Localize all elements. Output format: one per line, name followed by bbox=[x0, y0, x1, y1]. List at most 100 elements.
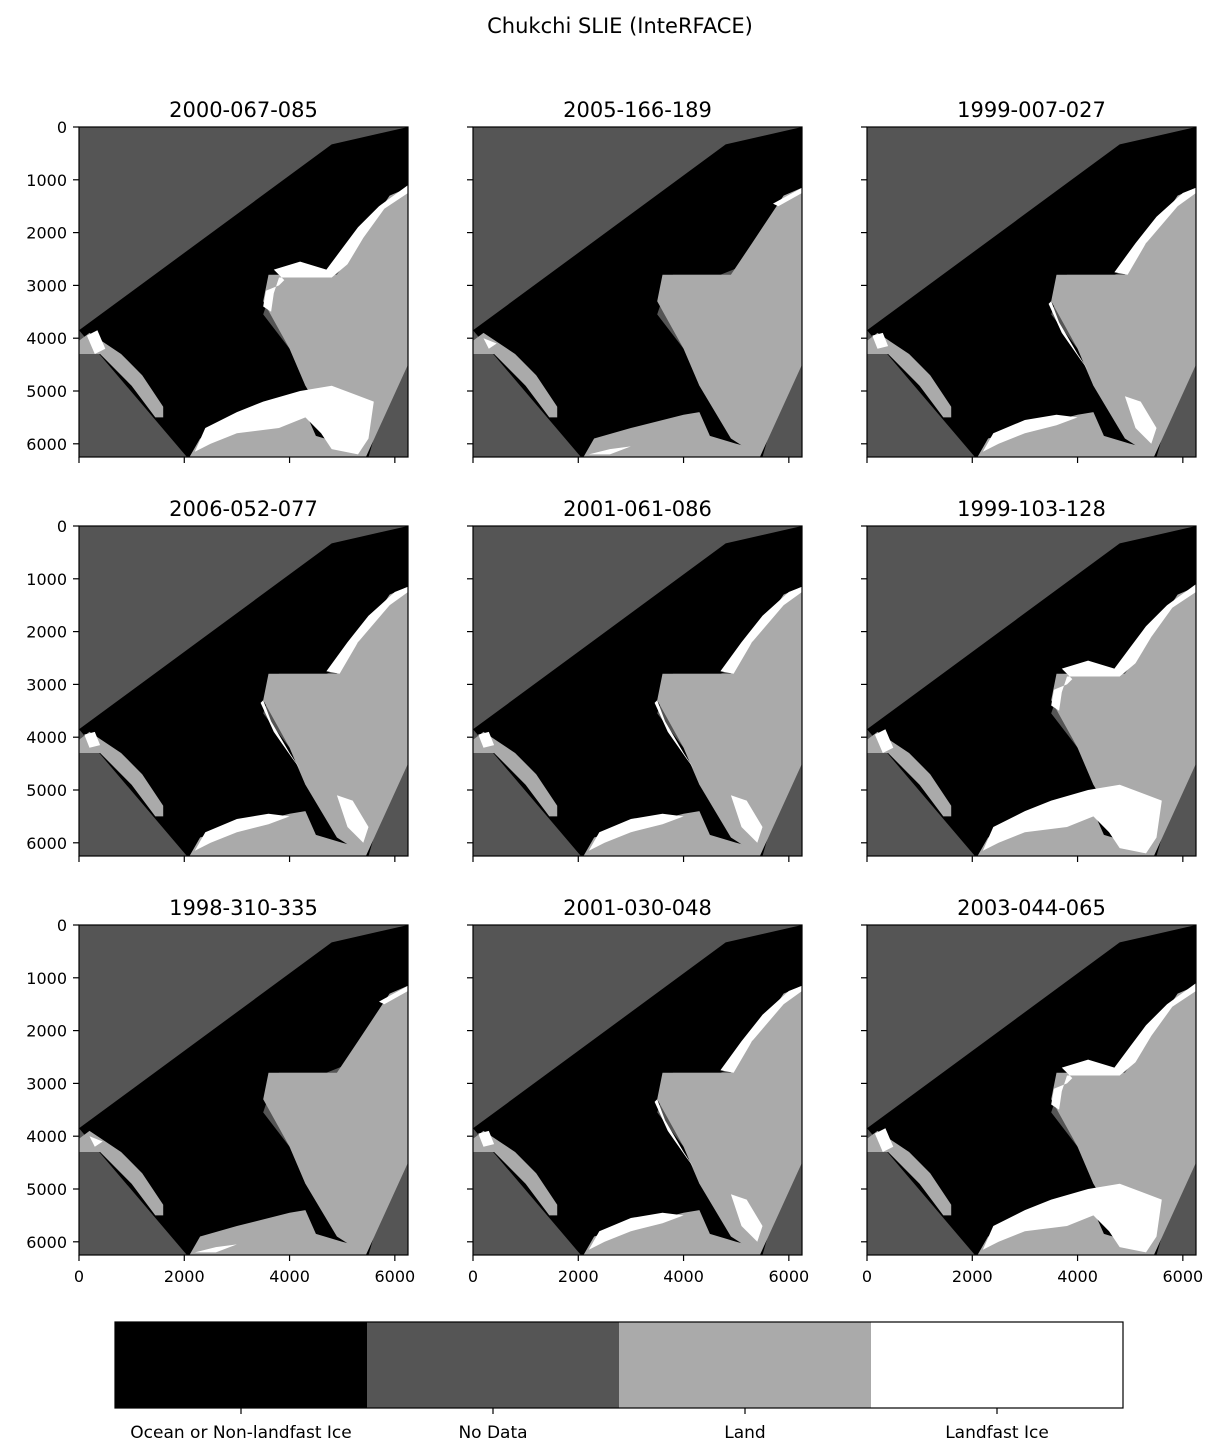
land-region bbox=[189, 811, 366, 856]
x-tick-label: 6000 bbox=[1162, 1267, 1203, 1286]
landfast-ice-region bbox=[1051, 983, 1196, 1110]
y-tick-label: 1000 bbox=[26, 171, 67, 190]
land-region bbox=[867, 731, 952, 817]
x-tick-label: 2000 bbox=[558, 1267, 599, 1286]
colorbar-label: Landfast Ice bbox=[945, 1423, 1049, 1443]
landfast-ice-region bbox=[326, 586, 408, 674]
map-raster bbox=[473, 526, 802, 856]
x-tick-label: 0 bbox=[862, 1267, 872, 1286]
colorbar-swatch bbox=[871, 1322, 1123, 1408]
x-tick-label: 4000 bbox=[1057, 1267, 1098, 1286]
ocean-region bbox=[79, 127, 408, 457]
landfast-ice-region bbox=[588, 813, 684, 851]
landfast-ice-region bbox=[1051, 584, 1196, 711]
ocean-region bbox=[867, 925, 1196, 1255]
colorbar-frame bbox=[114, 1321, 1124, 1409]
map-panel: 2006-052-077 0 1000 2000 3000 4000 5000 6000 bbox=[26, 497, 409, 862]
land-region bbox=[189, 1210, 366, 1255]
map-raster bbox=[473, 127, 802, 457]
axes-frame bbox=[866, 924, 1197, 1256]
figure-title: Chukchi SLIE (InteRFACE) bbox=[487, 14, 753, 38]
landfast-ice-region bbox=[773, 187, 802, 207]
y-tick-label: 1000 bbox=[26, 570, 67, 589]
landfast-ice-region bbox=[720, 985, 802, 1073]
land-region bbox=[657, 985, 802, 1255]
panel-title: 2001-061-086 bbox=[563, 497, 712, 521]
panel-title: 2006-052-077 bbox=[169, 497, 318, 521]
y-tick-label: 3000 bbox=[26, 675, 67, 694]
landfast-ice-region bbox=[194, 813, 290, 851]
y-tick-label: 0 bbox=[57, 916, 67, 935]
x-tick-label: 6000 bbox=[374, 1267, 415, 1286]
y-tick-label: 0 bbox=[57, 118, 67, 137]
panel-title: 2001-030-048 bbox=[563, 896, 712, 920]
y-tick-label: 6000 bbox=[26, 435, 67, 454]
land-region bbox=[867, 1130, 952, 1216]
y-tick-label: 5000 bbox=[26, 382, 67, 401]
land-region bbox=[867, 332, 952, 418]
land-region bbox=[977, 412, 1154, 457]
panel-title: 2005-166-189 bbox=[563, 98, 712, 122]
x-tick-label: 2000 bbox=[952, 1267, 993, 1286]
y-tick-label: 4000 bbox=[26, 1127, 67, 1146]
landfast-ice-region bbox=[1114, 187, 1196, 275]
x-tick-label: 2000 bbox=[164, 1267, 205, 1286]
colorbar-swatch bbox=[115, 1322, 367, 1408]
land-region bbox=[79, 332, 164, 418]
panel-title: 2000-067-085 bbox=[169, 98, 318, 122]
landfast-ice-region bbox=[379, 985, 408, 1005]
map-raster bbox=[473, 925, 802, 1255]
landfast-ice-region bbox=[874, 1128, 894, 1152]
y-tick-label: 6000 bbox=[26, 834, 67, 853]
panel-title: 1999-103-128 bbox=[957, 497, 1106, 521]
map-raster bbox=[79, 526, 408, 856]
x-tick-label: 0 bbox=[468, 1267, 478, 1286]
panel-title: 2003-044-065 bbox=[957, 896, 1106, 920]
map-panel: 1998-310-335 0 1000 2000 3000 4000 5000 6000 0 20… bbox=[26, 896, 415, 1286]
landfast-ice-region bbox=[1048, 301, 1089, 370]
land-region bbox=[473, 731, 558, 817]
y-tick-label: 1000 bbox=[26, 969, 67, 988]
landfast-ice-region bbox=[483, 338, 497, 349]
landfast-ice-region bbox=[478, 1130, 495, 1147]
landfast-ice-region bbox=[874, 729, 894, 753]
ocean-region bbox=[473, 925, 802, 1255]
y-tick-label: 4000 bbox=[26, 329, 67, 348]
y-tick-label: 3000 bbox=[26, 1074, 67, 1093]
map-panel: 2001-061-086 bbox=[467, 497, 803, 862]
map-panel: 2005-166-189 bbox=[467, 98, 803, 463]
y-tick-label: 2000 bbox=[26, 224, 67, 243]
landfast-ice-region bbox=[194, 385, 374, 455]
panel-title: 1998-310-335 bbox=[169, 896, 318, 920]
x-tick-label: 4000 bbox=[663, 1267, 704, 1286]
colorbar-label: Land bbox=[724, 1423, 765, 1443]
y-tick-label: 2000 bbox=[26, 1022, 67, 1041]
colorbar-label: No Data bbox=[458, 1423, 527, 1443]
map-panel: 2000-067-085 0 1000 2000 3000 4000 5000 6000 bbox=[26, 98, 409, 463]
ocean-region bbox=[867, 526, 1196, 856]
landfast-ice-region bbox=[263, 185, 408, 312]
land-region bbox=[583, 1210, 760, 1255]
axes-frame bbox=[866, 525, 1197, 857]
landfast-ice-region bbox=[1124, 396, 1157, 444]
ocean-region bbox=[79, 526, 408, 856]
axes-frame bbox=[472, 525, 803, 857]
land-region bbox=[657, 586, 802, 856]
axes-frame bbox=[78, 525, 409, 857]
land-region bbox=[657, 187, 802, 457]
land-region bbox=[263, 187, 408, 457]
landfast-ice-region bbox=[194, 1244, 237, 1253]
colorbar-swatch bbox=[619, 1322, 871, 1408]
map-raster bbox=[867, 127, 1196, 457]
map-raster bbox=[867, 526, 1196, 856]
ocean-region bbox=[79, 925, 408, 1255]
y-tick-label: 4000 bbox=[26, 728, 67, 747]
landfast-ice-region bbox=[982, 1183, 1162, 1253]
colorbar-swatch bbox=[367, 1322, 619, 1408]
axes-frame bbox=[78, 126, 409, 458]
panel-title: 1999-007-027 bbox=[957, 98, 1106, 122]
landfast-ice-region bbox=[260, 700, 301, 769]
land-region bbox=[473, 332, 558, 418]
landfast-ice-region bbox=[89, 1136, 103, 1147]
